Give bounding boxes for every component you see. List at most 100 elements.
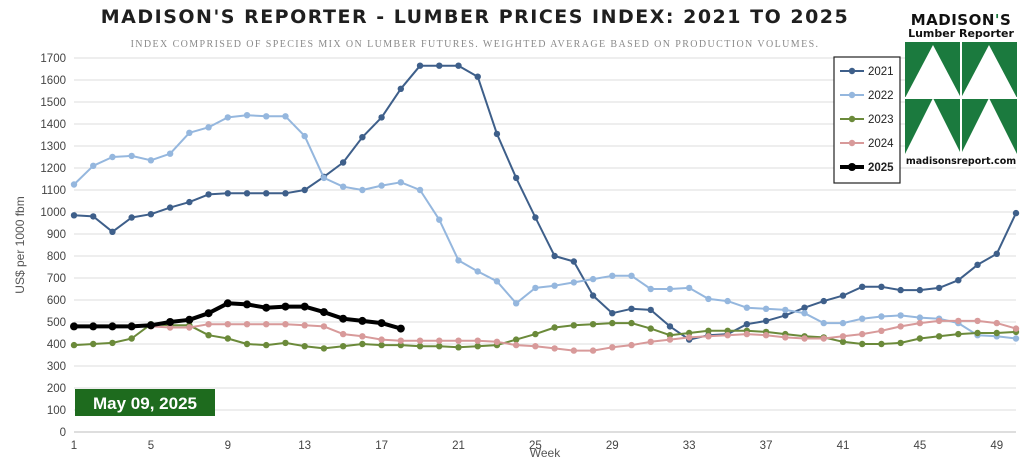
data-point-2021 [378,114,385,121]
data-point-2023 [378,341,385,349]
data-point-2022 [90,162,97,169]
data-point-2022 [685,284,693,292]
data-point-2022 [378,182,385,189]
data-point-2021 [436,62,443,69]
legend-item-2021: 2021 [840,66,894,78]
date-badge-box [75,389,215,416]
series-2024 [70,317,1020,354]
data-point-2022 [301,132,308,140]
data-point-2021 [282,190,289,197]
data-point-2023 [589,321,597,328]
data-point-2021 [186,198,193,206]
legend-item-2025: 2025 [840,162,894,174]
data-point-2021 [205,191,212,198]
data-point-2021 [801,304,808,311]
data-point-2022 [705,295,712,303]
data-point-2025 [185,315,194,324]
data-point-2022 [397,179,405,186]
y-tick-label: 1300 [40,141,66,153]
data-point-2021 [878,283,885,290]
data-point-2022 [628,272,635,279]
date-badge: May 09, 2025 [75,389,215,416]
data-point-2025 [204,309,213,318]
data-point-2023 [993,329,1000,337]
data-point-2025 [223,299,232,308]
data-point-2024 [705,333,712,340]
y-tick-label: 0 [60,427,66,439]
y-tick-label: 500 [47,317,66,329]
tree-logo-icon [905,42,1017,154]
data-point-2021 [839,292,847,299]
data-point-2022 [128,152,135,160]
data-point-2021 [416,62,424,69]
data-point-2024 [666,336,674,343]
data-point-2021 [263,190,270,197]
data-point-2024 [647,338,654,345]
data-point-2022 [243,112,251,119]
data-point-2025 [262,303,271,312]
data-point-2022 [339,183,347,190]
data-point-2022 [109,153,116,161]
data-point-2023 [512,336,520,343]
data-point-2021 [70,212,78,219]
data-point-2022 [820,319,827,327]
data-point-2024 [378,336,385,343]
x-tick-label: 25 [529,440,542,452]
data-point-2024 [263,321,270,328]
data-point-2025 [146,321,155,330]
data-point-2022 [166,150,174,157]
madisons-logo: MADISON'S Lumber Reporter madisonsreport… [902,12,1020,170]
x-tick-label: 5 [148,440,154,452]
logo-url: madisonsreport.com [905,156,1017,167]
data-point-2024 [589,347,597,354]
data-point-2025 [166,318,175,326]
data-point-2025 [89,322,98,331]
data-point-2022 [205,124,212,131]
data-point-2022 [762,305,770,312]
data-point-2023 [705,327,712,334]
data-point-2024 [859,330,866,338]
data-point-2024 [416,337,424,344]
data-point-2023 [320,345,328,352]
data-point-2023 [859,340,866,348]
data-point-2023 [397,341,405,349]
data-point-2024 [916,319,924,327]
data-point-2024 [320,323,328,330]
data-point-2022 [474,268,481,275]
data-point-2023 [570,322,578,329]
data-point-2024 [224,321,231,328]
data-point-2025 [70,322,78,331]
x-axis-ticks: 1 5 9 13 17 21 25 29 33 37 41 45 49 [71,440,1003,452]
data-point-2023 [359,340,366,348]
data-point-2024 [628,341,635,349]
chart-subtitle: INDEX COMPRISED OF SPECIES MIX ON LUMBER… [130,39,820,50]
data-point-2023 [436,343,443,350]
data-point-2021 [897,286,904,294]
y-tick-label: 1100 [41,185,66,197]
data-point-2022 [743,304,751,311]
data-point-2023 [416,343,424,350]
date-badge-text: May 09, 2025 [93,394,197,413]
data-point-2022 [436,216,443,223]
data-point-2024 [282,321,289,328]
data-point-2024 [243,321,251,328]
data-point-2021 [359,134,366,141]
data-point-2023 [339,343,347,350]
data-point-2022 [532,284,539,292]
data-point-2021 [166,204,174,211]
data-point-2021 [532,214,539,221]
data-point-2022 [455,257,462,264]
x-axis-label: Week [530,446,561,460]
data-point-2022 [147,157,155,164]
data-point-2023 [974,329,981,337]
data-point-2023 [724,327,731,334]
x-tick-label: 29 [606,440,619,452]
legend-item-2022: 2022 [840,90,894,102]
data-point-2021 [512,174,520,182]
data-point-2024 [359,333,366,340]
data-point-2023 [955,330,962,338]
data-point-2025 [127,322,136,331]
data-point-2022 [512,300,520,307]
data-point-2023 [935,333,943,340]
data-point-2025 [281,302,290,311]
